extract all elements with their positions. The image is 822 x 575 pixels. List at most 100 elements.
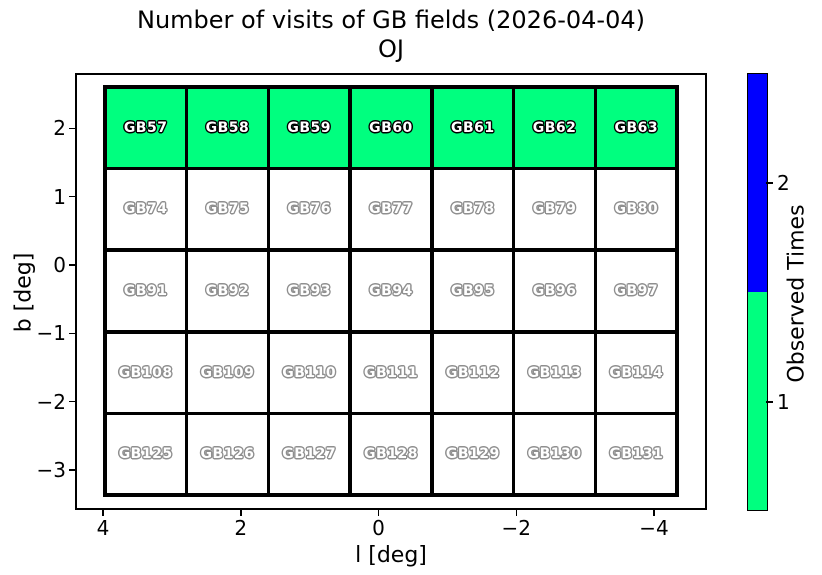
y-tick-label: −2: [36, 389, 66, 414]
field-label: GB127: [282, 446, 337, 463]
field-label: GB125: [118, 446, 173, 463]
field-label: GB92: [205, 282, 250, 299]
x-tick-mark: [102, 510, 104, 516]
field-cell-gb95: GB95: [433, 251, 512, 331]
colorbar-segment-observed-1: [748, 292, 767, 510]
field-label: GB77: [369, 201, 413, 218]
field-cell-gb127: GB127: [270, 415, 349, 494]
field-cell-gb58: GB58: [188, 88, 267, 167]
x-tick-label: 2: [234, 516, 248, 540]
x-tick-mark: [240, 510, 242, 516]
field-label: GB93: [287, 282, 332, 299]
y-tick-mark: [69, 195, 75, 198]
field-label: GB112: [445, 364, 500, 381]
y-tick-label: −3: [36, 458, 66, 482]
x-tick-mark: [515, 510, 518, 516]
field-cell-gb125: GB125: [106, 415, 185, 494]
field-cell-gb91: GB91: [106, 251, 185, 331]
field-cell-gb129: GB129: [433, 415, 512, 494]
y-axis-label: b [deg]: [11, 252, 37, 333]
field-cell-gb110: GB110: [270, 333, 349, 412]
x-axis-label: l [deg]: [355, 543, 427, 568]
field-cell-gb61: GB61: [433, 88, 512, 167]
colorbar-tick-label: 2: [777, 171, 790, 195]
field-cell-gb109: GB109: [188, 333, 267, 412]
field-label: GB60: [369, 119, 413, 136]
field-label: GB91: [123, 282, 168, 299]
y-tick-label: −1: [36, 321, 66, 346]
field-label: GB97: [614, 282, 659, 299]
field-cell-gb57: GB57: [106, 88, 185, 167]
field-cell-gb92: GB92: [188, 251, 267, 331]
field-label: GB108: [118, 364, 173, 381]
field-cell-gb63: GB63: [597, 88, 676, 167]
field-label: GB62: [532, 119, 577, 136]
field-label: GB94: [369, 282, 413, 299]
field-label: GB63: [614, 119, 659, 136]
field-cell-gb75: GB75: [188, 170, 267, 249]
colorbar-tick-mark: [766, 401, 773, 403]
x-tick-mark: [377, 510, 380, 516]
field-cell-gb108: GB108: [106, 333, 185, 412]
chart-title-line2: OJ: [378, 35, 404, 64]
field-label: GB76: [287, 201, 332, 218]
field-cell-gb74: GB74: [106, 170, 185, 249]
field-label: GB58: [205, 119, 250, 136]
field-cell-gb97: GB97: [597, 251, 676, 331]
field-label: GB114: [609, 364, 664, 381]
field-cell-gb76: GB76: [270, 170, 349, 249]
colorbar-tick-label: 1: [777, 390, 790, 414]
field-label: GB110: [282, 364, 337, 381]
x-tick-label: −2: [501, 516, 532, 540]
y-tick-mark: [69, 400, 75, 403]
field-label: GB128: [364, 446, 418, 463]
field-cell-gb113: GB113: [515, 333, 594, 412]
field-label: GB129: [445, 446, 500, 463]
field-label: GB80: [614, 201, 659, 218]
field-grid: GB57 GB58 GB59 GB60 GB61 GB62 GB63 GB74 GB75 GB76…: [103, 85, 679, 497]
field-cell-gb111: GB111: [351, 333, 431, 412]
field-cell-gb126: GB126: [188, 415, 267, 494]
field-label: GB130: [527, 446, 582, 463]
colorbar: [747, 73, 768, 511]
field-label: GB126: [200, 446, 255, 463]
y-tick-mark: [69, 264, 75, 266]
field-label: GB96: [532, 282, 577, 299]
field-cell-gb79: GB79: [515, 170, 594, 249]
field-label: GB109: [200, 364, 255, 381]
field-cell-gb80: GB80: [597, 170, 676, 249]
x-tick-mark: [653, 510, 655, 516]
field-cell-gb112: GB112: [433, 333, 512, 412]
y-tick-mark: [69, 332, 75, 335]
x-tick-label: 0: [372, 516, 385, 540]
field-label: GB61: [450, 119, 495, 136]
y-tick-label: 1: [53, 184, 66, 209]
colorbar-segment-observed-2: [748, 74, 767, 292]
field-label: GB75: [205, 201, 250, 218]
field-cell-gb77: GB77: [351, 170, 431, 249]
field-label: GB78: [450, 201, 495, 218]
chart-title: Number of visits of GB fields (2026-04-0…: [75, 6, 707, 65]
field-cell-gb78: GB78: [433, 170, 512, 249]
field-cell-gb114: GB114: [597, 333, 676, 412]
field-cell-gb128: GB128: [351, 415, 431, 494]
field-cell-gb96: GB96: [515, 251, 594, 331]
field-cell-gb94: GB94: [351, 251, 431, 331]
field-label: GB131: [609, 446, 664, 463]
field-label: GB95: [450, 282, 495, 299]
field-label: GB111: [364, 364, 418, 381]
field-label: GB59: [287, 119, 332, 136]
x-tick-label: 4: [96, 516, 110, 540]
y-tick-mark: [69, 469, 75, 471]
y-tick-mark: [69, 127, 75, 130]
field-label: GB79: [532, 201, 577, 218]
field-cell-gb62: GB62: [515, 88, 594, 167]
chart-title-line1: Number of visits of GB fields (2026-04-0…: [137, 6, 645, 34]
field-label: GB113: [527, 364, 582, 381]
field-label: GB74: [123, 201, 168, 218]
field-cell-gb60: GB60: [351, 88, 431, 167]
colorbar-label: Observed Times: [784, 204, 810, 383]
colorbar-tick-mark: [766, 182, 773, 184]
field-label: GB57: [123, 119, 168, 136]
